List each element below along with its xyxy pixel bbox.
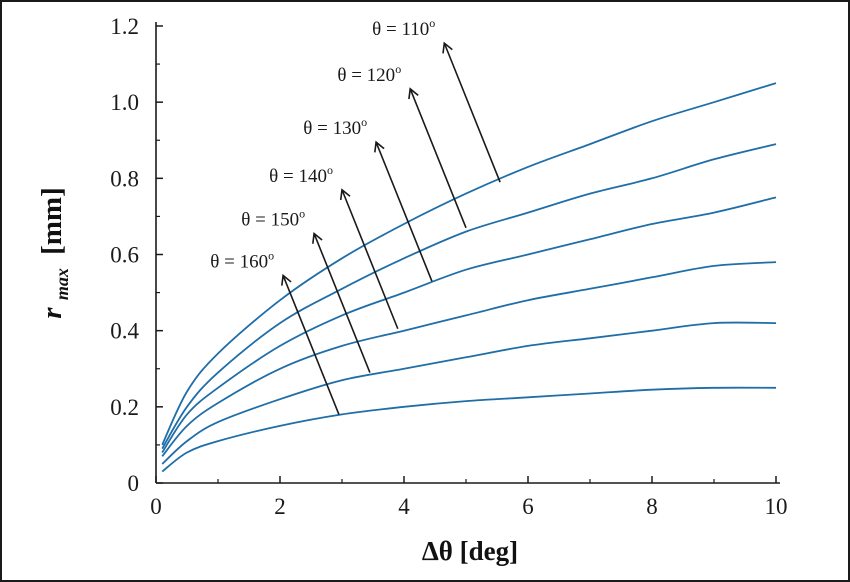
annotation-label-text: θ = 140 [269,166,327,187]
annotation-label-2: θ = 120o [337,62,401,86]
annotation-label-6: θ = 160o [210,248,274,272]
annotation-label-1: θ = 110o [372,16,435,40]
annotation-label-superscript: o [395,62,401,76]
annotation-label-superscript: o [299,207,305,221]
y-tick-label: 1.2 [110,14,139,39]
annotation-arrow-5 [312,232,371,373]
annotation-arrow-3 [374,140,433,282]
annotation-label-superscript: o [429,16,435,30]
series-line-2 [161,143,777,450]
y-tick-label: 0 [128,471,140,496]
y-tick-label: 0.4 [110,319,139,344]
annotation-label-superscript: o [361,115,367,129]
ticks: 0 2 4 6 8 10 0 0.2 0.4 0.6 0.8 1.0 1.2 [110,14,787,519]
x-tick-label: 2 [274,494,286,519]
series-layer [161,82,777,473]
annotation-label-superscript: o [268,248,274,262]
annotation-label-text: θ = 130 [303,118,361,139]
series-line-4 [161,261,777,457]
annotation-arrow-4 [339,188,399,330]
annotation-label-3: θ = 130o [303,115,367,139]
x-tick-label: 8 [646,494,658,519]
series-line-3 [161,196,777,453]
y-tick-label: 0.8 [110,166,139,191]
x-axis-title: Δθ [deg] [422,536,518,566]
y-axis-title-unit: [mm] [36,187,68,255]
y-tick-label: 0.2 [110,395,139,420]
annotation-label-4: θ = 140o [269,163,333,187]
series-line-1 [161,82,777,446]
x-tick-label: 10 [765,494,788,519]
x-tick-label: 4 [398,494,410,519]
y-tick-label: 0.6 [110,243,139,268]
annotation-label-text: θ = 120 [337,65,395,86]
x-tick-label: 0 [150,494,162,519]
y-axis-title: r max [mm] [36,187,75,318]
annotation-arrow-1 [442,41,501,183]
annotation-label-text: θ = 160 [210,251,268,272]
x-tick-label: 6 [522,494,534,519]
annotation-arrow-2 [408,87,467,229]
annotation-label-text: θ = 150 [241,210,299,231]
y-axis-title-main: r [36,307,68,319]
series-line-5 [161,321,777,465]
annotation-label-5: θ = 150o [241,207,305,231]
annotation-arrow-6 [281,273,340,415]
y-tick-label: 1.0 [110,90,139,115]
y-axis-title-subscript: max [52,268,72,300]
annotation-label-superscript: o [327,163,333,177]
annotation-label-text: θ = 110 [372,19,429,40]
svg-text:r max [mm]: r max [mm] [36,187,75,318]
series-line-6 [161,386,777,473]
